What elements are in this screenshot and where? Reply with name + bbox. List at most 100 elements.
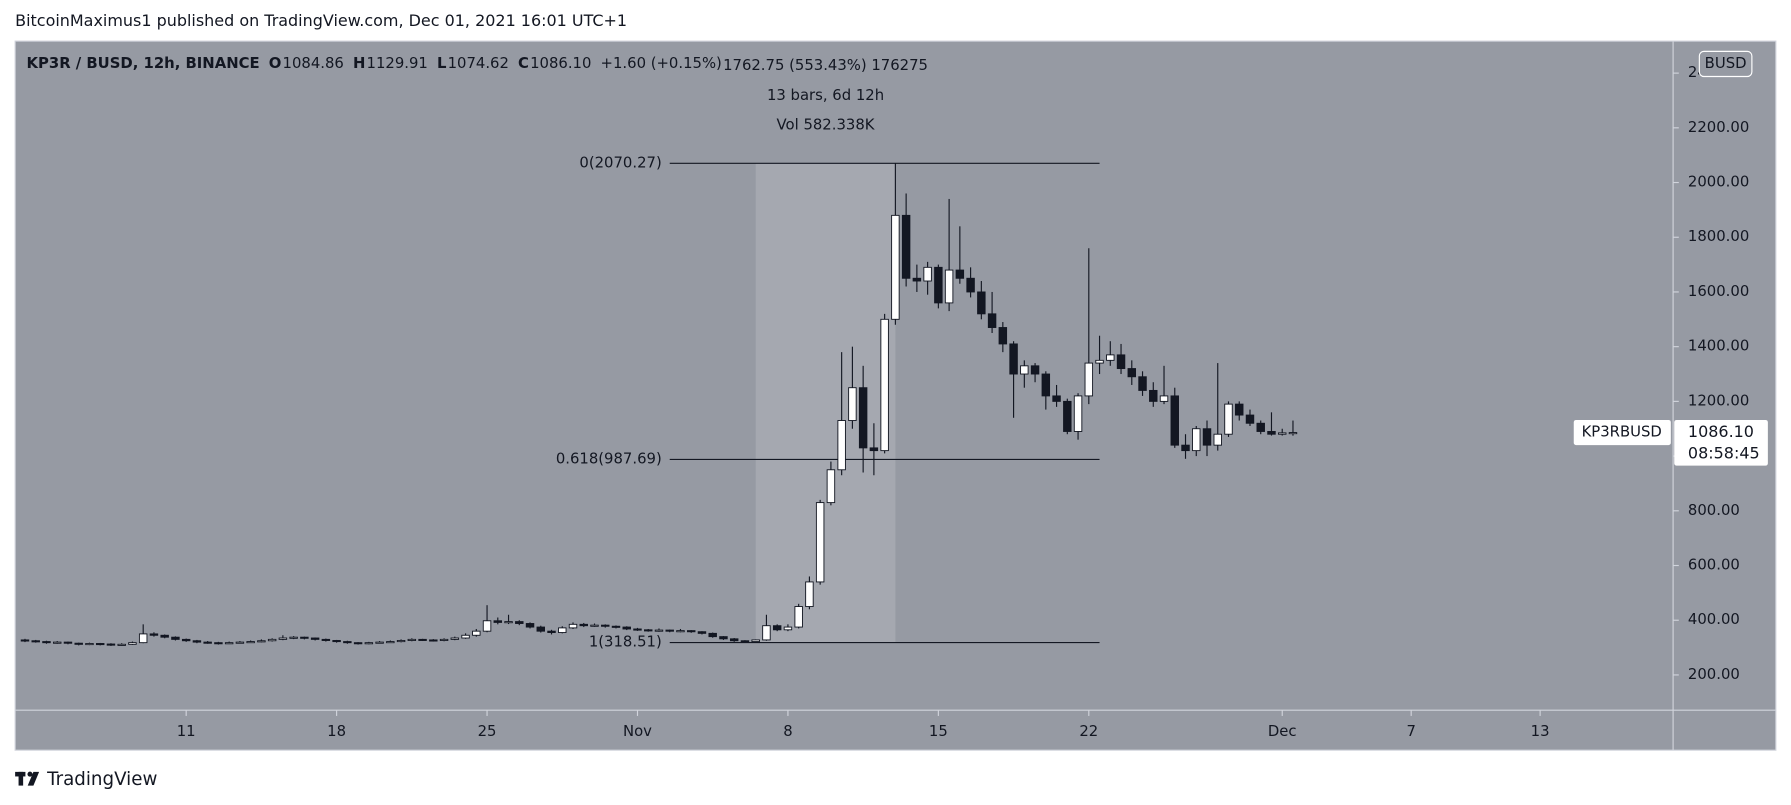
candle-body — [783, 626, 793, 631]
candle-body — [1073, 395, 1083, 432]
candle-body — [332, 640, 341, 643]
footer-brand: TradingView — [46, 769, 157, 790]
x-tick-label: Dec — [1268, 723, 1297, 740]
candle-body — [224, 642, 234, 645]
y-tick-label: 2000.00 — [1688, 174, 1749, 191]
candle-body — [1192, 428, 1201, 452]
candle-body — [644, 629, 653, 632]
candle-body — [375, 641, 384, 644]
plot-layer — [20, 162, 1298, 646]
candle-body — [697, 631, 707, 634]
candle-body — [901, 214, 911, 279]
candle-body — [536, 626, 546, 632]
candle-body — [772, 625, 782, 631]
x-tick-label: Nov — [623, 723, 652, 740]
candle-body — [1213, 433, 1222, 446]
candle-body — [20, 639, 30, 642]
y-tick-label: 1600.00 — [1688, 283, 1749, 300]
candle-body — [794, 606, 803, 628]
candle-body — [214, 642, 223, 645]
ohlc-key: H — [353, 55, 365, 72]
ohlc-value: 1074.62 — [448, 55, 509, 72]
candle-body — [848, 387, 857, 421]
candle-body — [1267, 431, 1276, 435]
candle-body — [987, 313, 997, 328]
candle-body — [1095, 359, 1104, 364]
candle-body — [504, 621, 513, 624]
candle-body — [117, 643, 126, 646]
measure-text: 1762.75 (553.43%) 176275 — [723, 57, 928, 74]
candle-body — [1009, 343, 1018, 375]
ohlc-key: L — [437, 55, 447, 72]
candle-body — [74, 642, 83, 645]
x-tick-label: 25 — [478, 723, 497, 740]
symbol-legend: KP3R / BUSD, 12h, BINANCE — [27, 55, 260, 72]
candle-body — [482, 620, 492, 632]
candle-body — [1138, 376, 1147, 391]
y-tick-label: 1200.00 — [1688, 392, 1749, 409]
candle-body — [418, 638, 427, 641]
candle-body — [740, 640, 750, 643]
candle-body — [95, 643, 105, 646]
y-tick-label: 800.00 — [1688, 502, 1740, 519]
candle-body — [493, 620, 503, 623]
candle-body — [450, 637, 460, 640]
candle-body — [407, 638, 417, 641]
candle-body — [923, 266, 932, 282]
candle-body — [1202, 428, 1212, 446]
candle-body — [568, 623, 578, 629]
candle-body — [558, 627, 567, 633]
candle-body — [880, 318, 889, 452]
y-tick-label: 1800.00 — [1688, 228, 1749, 245]
candle-body — [53, 641, 62, 644]
price-tag-value: 1086.10 — [1688, 422, 1754, 441]
candle-body — [1159, 395, 1169, 402]
candle-body — [300, 636, 309, 639]
candle-body — [1235, 403, 1244, 416]
candle-body — [977, 291, 986, 315]
chart-frame — [14, 40, 1777, 751]
candle-body — [1116, 354, 1126, 370]
candle-body — [171, 636, 180, 640]
logo-mark — [18, 771, 24, 786]
candle-body — [181, 638, 191, 642]
candle-body — [708, 632, 717, 638]
y-tick-label: 600.00 — [1688, 557, 1740, 574]
candle-body — [1127, 368, 1137, 378]
candle-body — [934, 266, 943, 304]
candle-body — [729, 638, 739, 642]
candle-body — [1063, 400, 1072, 432]
chart-panel — [15, 41, 1776, 751]
candle-body — [622, 626, 631, 630]
candle-body — [1170, 395, 1179, 446]
candle-body — [203, 641, 212, 644]
candle-body — [676, 630, 685, 633]
price-tag — [1674, 419, 1768, 466]
overlay-layer: 0(2070.27) 0.618(987.69) 1(318.51) 200.00 40… — [27, 50, 1768, 740]
candle-body — [719, 636, 728, 640]
candle-body — [1149, 389, 1158, 402]
measure-text: Vol 582.338K — [777, 117, 876, 134]
candle-body — [762, 625, 771, 641]
x-tick-label: 18 — [327, 723, 346, 740]
candle-body — [63, 641, 73, 644]
candle-body — [590, 624, 599, 627]
candle-body — [837, 420, 846, 471]
candle-body — [267, 638, 277, 642]
candle-body — [128, 642, 137, 645]
tradingview-logo: TradingView — [15, 769, 157, 790]
candle-body — [1106, 354, 1115, 361]
candle-body — [235, 641, 245, 644]
candle-body — [386, 641, 395, 644]
candle-body — [686, 630, 696, 633]
candle-body — [257, 640, 266, 643]
ohlc-key: O — [269, 55, 282, 72]
x-tick-label: 13 — [1531, 723, 1550, 740]
candle-body — [1030, 365, 1040, 375]
ohlc-value: 1129.91 — [367, 55, 428, 72]
candle-body — [815, 502, 825, 583]
candle-body — [1041, 373, 1051, 397]
candle-body — [805, 581, 814, 608]
